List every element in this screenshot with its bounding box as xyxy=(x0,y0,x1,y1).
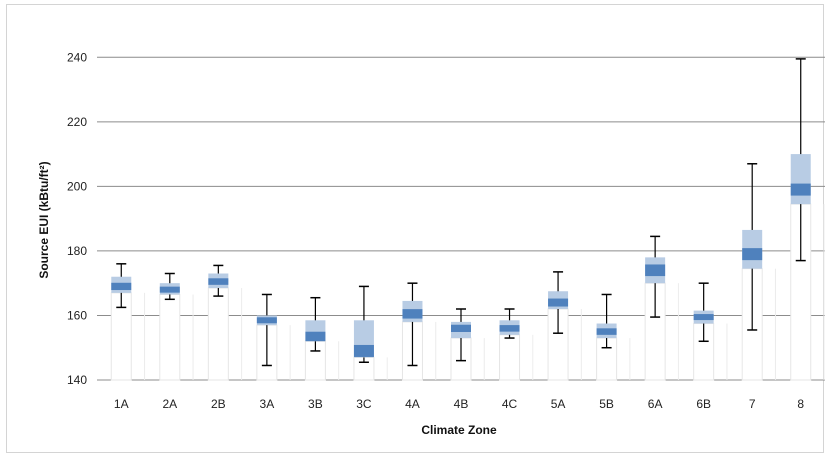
box-5B xyxy=(596,293,618,381)
box-8 xyxy=(790,58,812,381)
box-1A xyxy=(110,263,132,381)
median-band xyxy=(402,309,423,319)
median-band xyxy=(790,183,811,196)
box-5A xyxy=(547,271,569,381)
y-tick-label: 140 xyxy=(67,373,87,387)
x-tick-label: 3C xyxy=(356,397,372,411)
median-band xyxy=(256,317,277,324)
box-6B xyxy=(693,282,715,381)
y-axis-title: Source EUI (kBtu/ft²) xyxy=(37,161,51,278)
x-tick-label: 3A xyxy=(260,397,275,411)
x-tick-label: 4C xyxy=(502,397,518,411)
box-3C xyxy=(353,285,375,381)
median-band xyxy=(159,286,180,293)
x-tick-label: 5A xyxy=(551,397,566,411)
median-band xyxy=(548,298,569,307)
box-4B xyxy=(450,308,472,381)
median-band xyxy=(742,248,763,261)
y-tick-label: 180 xyxy=(67,244,87,258)
median-band xyxy=(111,282,132,291)
x-tick-label: 2B xyxy=(211,397,226,411)
x-tick-label: 5B xyxy=(599,397,614,411)
box-base xyxy=(159,293,181,381)
box-2A xyxy=(159,272,181,381)
y-tick-labels: 140 160 180 200 220 240 xyxy=(67,50,87,387)
x-tick-label: 3B xyxy=(308,397,323,411)
x-tick-label: 6A xyxy=(648,397,663,411)
x-tick-label: 8 xyxy=(797,397,804,411)
box-3B xyxy=(304,296,326,381)
x-tick-label: 1A xyxy=(114,397,129,411)
y-tick-label: 240 xyxy=(67,50,87,64)
x-tick-label: 6B xyxy=(696,397,711,411)
box-base xyxy=(207,287,229,381)
box-series xyxy=(110,58,812,381)
y-tick-label: 160 xyxy=(67,308,87,322)
box-2B xyxy=(207,264,229,381)
median-band xyxy=(499,325,520,332)
box-4A xyxy=(401,282,423,381)
median-band xyxy=(305,331,326,342)
x-tick-label: 4B xyxy=(454,397,469,411)
x-tick-labels: 1A 2A 2B 3A 3B 3C 4A 4B 4C 5A 5B 6A 6B 7 8 xyxy=(114,397,804,411)
box-3A xyxy=(256,293,278,381)
x-tick-label: 4A xyxy=(405,397,420,411)
y-tick-label: 200 xyxy=(67,179,87,193)
box-6A xyxy=(644,235,666,381)
median-band xyxy=(353,344,374,357)
box-4C xyxy=(499,308,521,381)
median-band xyxy=(208,278,229,285)
y-tick-label: 220 xyxy=(67,115,87,129)
median-band xyxy=(451,324,471,332)
iqr-box xyxy=(790,154,811,205)
x-axis-title: Climate Zone xyxy=(421,423,497,437)
median-band xyxy=(693,314,714,321)
box-base xyxy=(499,334,521,381)
median-band xyxy=(596,328,617,335)
box-7 xyxy=(741,163,763,381)
x-tick-label: 2A xyxy=(162,397,177,411)
median-band xyxy=(645,264,666,277)
x-tick-label: 7 xyxy=(749,397,756,411)
